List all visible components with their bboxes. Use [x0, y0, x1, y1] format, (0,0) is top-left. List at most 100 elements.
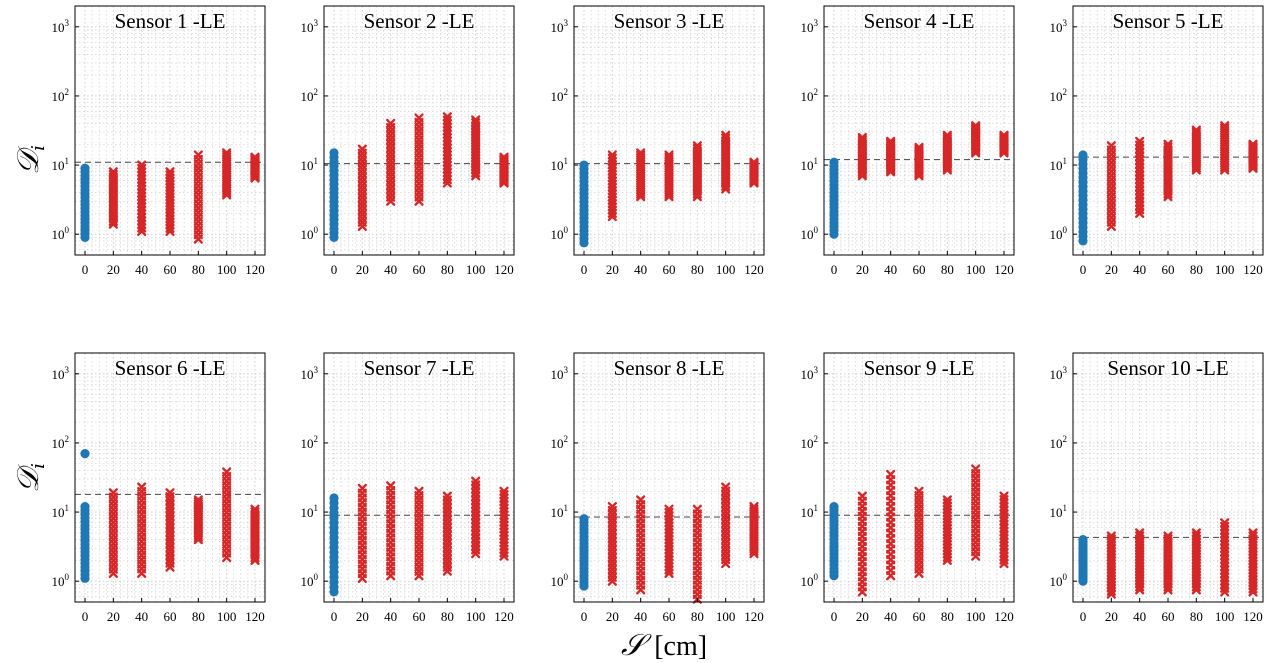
- y-tick-label: 101: [301, 503, 319, 520]
- x-tick-label: 0: [82, 609, 89, 624]
- damage-point: [664, 152, 674, 162]
- damage-point: [1220, 518, 1230, 528]
- damage-point: [137, 482, 147, 492]
- x-tick-label: 20: [107, 609, 120, 624]
- damage-point: [193, 495, 203, 505]
- damage-point: [442, 112, 452, 122]
- y-tick-label: 102: [801, 434, 819, 451]
- x-tick-label: 0: [82, 262, 89, 277]
- x-tick-label: 20: [356, 609, 369, 624]
- y-tick-label: 102: [801, 87, 819, 104]
- damage-point: [222, 150, 232, 160]
- damage-point: [193, 150, 203, 160]
- damage-point: [636, 495, 646, 505]
- panel-sensor-3: 0 20 40 60 80 100 120 100 101 102 103 Sensor 3 -LE: [551, 5, 765, 277]
- y-tick-label: 101: [1050, 503, 1068, 520]
- x-tick-label: 80: [441, 609, 454, 624]
- x-tick-label: 80: [1190, 262, 1203, 277]
- damage-point: [1191, 528, 1201, 538]
- x-tick-label: 60: [1162, 609, 1175, 624]
- x-tick-label: 120: [744, 609, 764, 624]
- x-tick-label: 0: [1080, 609, 1087, 624]
- y-tick-label: 100: [301, 572, 319, 589]
- damage-point: [165, 167, 175, 177]
- damage-point: [1191, 125, 1201, 135]
- panel-title: Sensor 9 -LE: [864, 356, 975, 380]
- y-tick-label: 100: [52, 572, 70, 589]
- x-tick-label: 20: [856, 262, 869, 277]
- y-axis-label-row-1: 𝒟i: [11, 145, 49, 175]
- x-tick-label: 120: [994, 609, 1014, 624]
- damage-point: [471, 476, 481, 486]
- damage-point: [636, 148, 646, 158]
- damage-point: [971, 121, 981, 131]
- x-tick-label: 120: [1243, 609, 1263, 624]
- y-tick-label: 100: [551, 572, 569, 589]
- x-tick-label: 40: [384, 609, 397, 624]
- panel-title: Sensor 8 -LE: [614, 356, 725, 380]
- damage-point: [857, 132, 867, 143]
- x-tick-label: 60: [164, 609, 177, 624]
- x-tick-label: 60: [663, 262, 676, 277]
- y-tick-label: 101: [801, 503, 819, 520]
- x-tick-label: 80: [1190, 609, 1203, 624]
- damage-point: [664, 150, 674, 160]
- x-tick-label: 40: [1133, 609, 1146, 624]
- x-tick-label: 100: [1215, 609, 1235, 624]
- panel-title: Sensor 7 -LE: [364, 356, 475, 380]
- damage-point: [1191, 127, 1201, 137]
- damage-point: [749, 504, 759, 514]
- damage-point: [193, 497, 203, 507]
- y-tick-label: 101: [1050, 156, 1068, 173]
- damage-point: [1106, 141, 1116, 151]
- y-tick-label: 101: [801, 156, 819, 173]
- y-tick-label: 102: [551, 87, 569, 104]
- damage-point: [386, 481, 396, 491]
- y-tick-label: 103: [801, 365, 819, 382]
- x-axis-label: 𝒮 [cm]: [621, 628, 707, 663]
- x-tick-label: 60: [1162, 262, 1175, 277]
- panel-sensor-6: 0 20 40 60 80 100 120 100 101 102 103 Sensor 6 -LE: [52, 352, 266, 624]
- x-tick-label: 40: [135, 262, 148, 277]
- damage-point: [886, 469, 896, 480]
- damage-point: [250, 507, 260, 517]
- damage-point: [1135, 528, 1145, 538]
- damage-point: [857, 491, 867, 501]
- y-tick-label: 102: [301, 434, 319, 451]
- x-tick-label: 0: [581, 262, 588, 277]
- x-tick-label: 120: [494, 609, 514, 624]
- damage-point: [442, 491, 452, 501]
- damage-point: [999, 130, 1009, 140]
- y-tick-label: 103: [52, 18, 70, 35]
- y-tick-label: 103: [52, 365, 70, 382]
- y-tick-label: 102: [301, 87, 319, 104]
- x-tick-label: 80: [941, 609, 954, 624]
- damage-point: [108, 488, 118, 498]
- x-tick-label: 100: [466, 262, 486, 277]
- y-tick-label: 101: [301, 156, 319, 173]
- y-tick-label: 100: [801, 225, 819, 242]
- panel-title: Sensor 6 -LE: [115, 356, 226, 380]
- damage-point: [721, 130, 731, 140]
- damage-point: [1163, 531, 1173, 541]
- y-tick-label: 101: [551, 503, 569, 520]
- x-tick-label: 120: [245, 262, 265, 277]
- panel-title: Sensor 2 -LE: [364, 9, 475, 33]
- baseline-point: [829, 501, 839, 512]
- x-tick-label: 0: [331, 262, 338, 277]
- y-tick-label: 101: [551, 156, 569, 173]
- damage-point: [749, 157, 759, 167]
- damage-point: [857, 134, 867, 145]
- damage-point: [222, 467, 232, 477]
- x-tick-label: 60: [413, 609, 426, 624]
- panel-title: Sensor 4 -LE: [864, 9, 975, 33]
- damage-point: [942, 132, 952, 142]
- x-tick-label: 100: [716, 262, 736, 277]
- x-tick-label: 20: [606, 609, 619, 624]
- x-tick-label: 40: [1133, 262, 1146, 277]
- x-tick-label: 20: [107, 262, 120, 277]
- damage-point: [108, 167, 118, 177]
- damage-point: [499, 152, 509, 162]
- damage-point: [749, 501, 759, 512]
